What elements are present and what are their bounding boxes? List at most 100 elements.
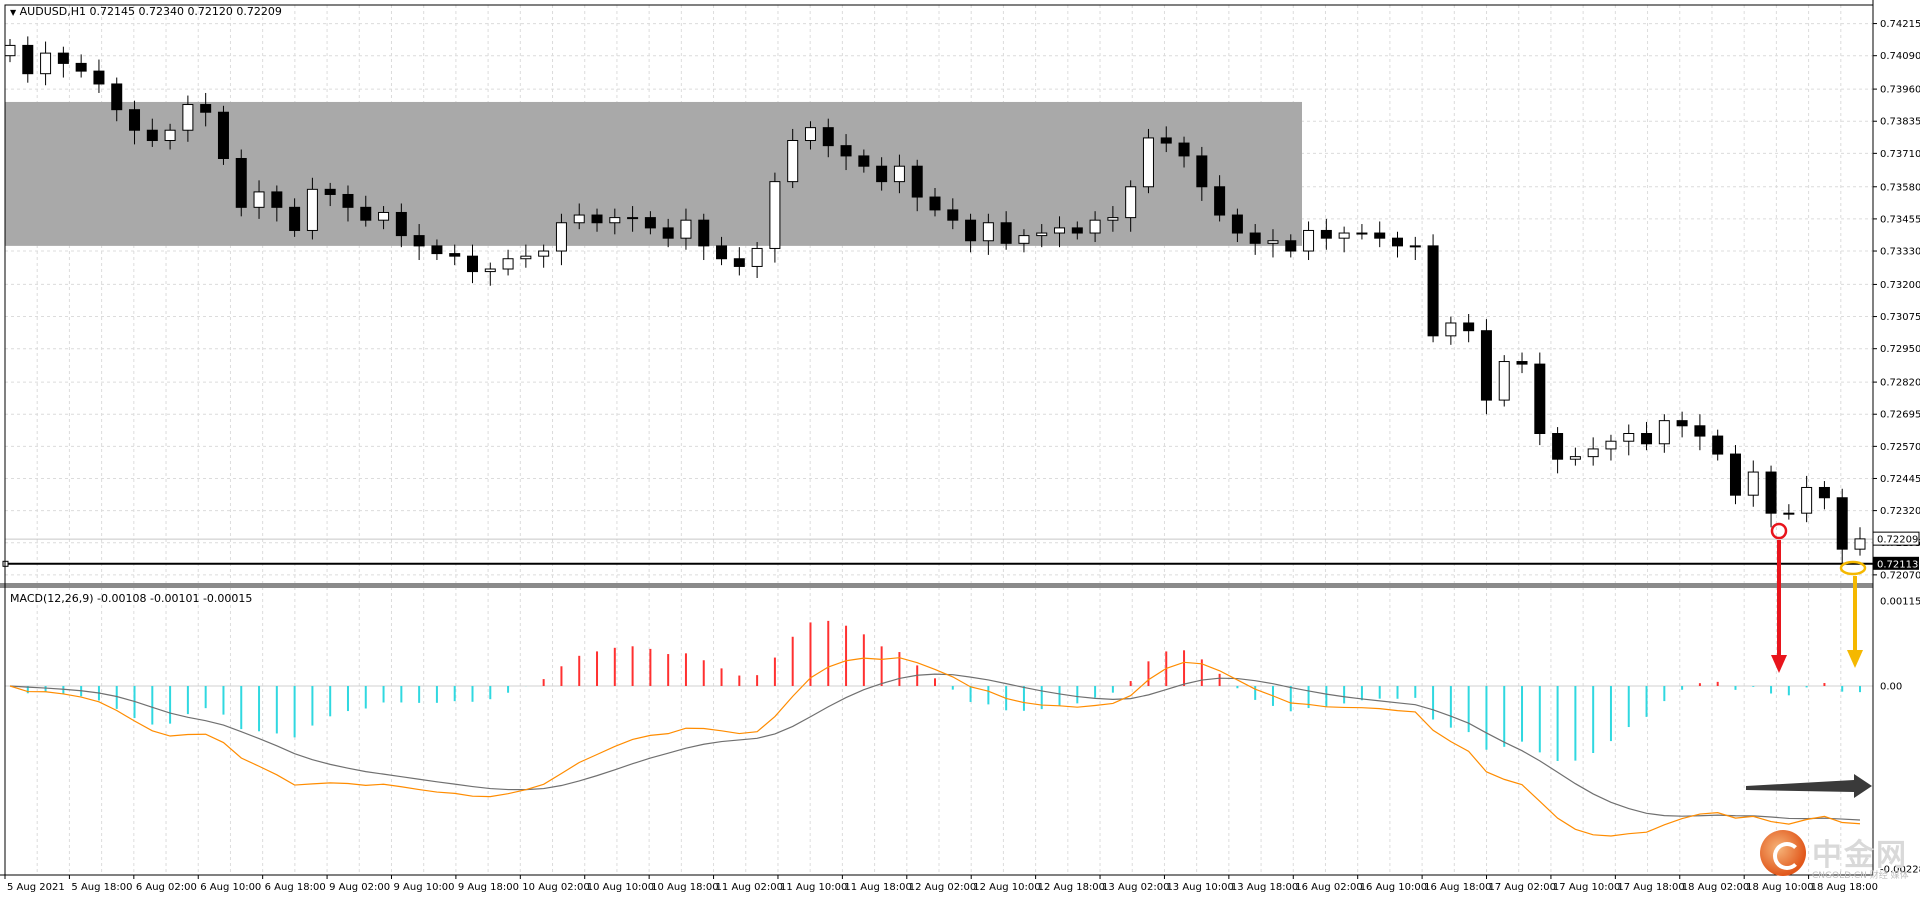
price-tick-label: 0.72070 xyxy=(1880,570,1920,581)
price-tick-label: 0.72820 xyxy=(1880,378,1920,389)
macd-histogram xyxy=(26,620,1861,761)
time-tick-label: 18 Aug 18:00 xyxy=(1811,882,1878,893)
time-tick-label: 12 Aug 18:00 xyxy=(1038,882,1105,893)
time-tick-label: 13 Aug 10:00 xyxy=(1166,882,1233,893)
candle xyxy=(1552,427,1564,474)
candle xyxy=(680,208,692,250)
time-tick-label: 9 Aug 10:00 xyxy=(393,882,454,893)
price-tick-label: 0.73960 xyxy=(1880,85,1920,96)
time-tick-label: 9 Aug 02:00 xyxy=(329,882,390,893)
time-tick-label: 17 Aug 18:00 xyxy=(1617,882,1684,893)
candle xyxy=(911,159,923,212)
candle xyxy=(1178,136,1190,168)
pane-separator[interactable] xyxy=(0,583,1873,588)
cngold-logo: 中金网 CNGOLD.CN 财经 媒体 xyxy=(1760,830,1910,890)
candle xyxy=(1427,234,1439,343)
candle xyxy=(609,208,621,235)
time-tick-label: 11 Aug 02:00 xyxy=(716,882,783,893)
candle xyxy=(1303,221,1315,261)
time-tick-label: 6 Aug 02:00 xyxy=(136,882,197,893)
candle xyxy=(1729,445,1741,505)
time-tick-label: 10 Aug 18:00 xyxy=(651,882,718,893)
macd-tick-label: 0.00 xyxy=(1880,682,1902,693)
candle xyxy=(1694,414,1706,451)
time-axis: 5 Aug 2021 5 Aug 18:00 6 Aug 02:00 6 Aug 10… xyxy=(4,875,1878,893)
candle xyxy=(822,118,834,158)
candle xyxy=(1641,421,1653,451)
candle xyxy=(769,172,781,263)
candle xyxy=(733,247,745,276)
candle xyxy=(1267,229,1279,258)
dark-arrow xyxy=(1746,774,1872,798)
symbol-title: ▼ AUDUSD,H1 0.72145 0.72340 0.72120 0.72… xyxy=(10,5,282,18)
candle xyxy=(1231,208,1243,243)
price-tick-label: 0.73330 xyxy=(1880,247,1920,258)
candle xyxy=(1071,221,1083,240)
time-tick-label: 10 Aug 10:00 xyxy=(587,882,654,893)
candle xyxy=(1000,211,1012,250)
candle xyxy=(965,213,977,253)
price-tick-label: 0.73580 xyxy=(1880,182,1920,193)
gold-ellipse-marker xyxy=(1839,560,1867,576)
candle xyxy=(378,206,390,230)
candle xyxy=(1747,460,1759,507)
symbol-info: AUDUSD,H1 0.72145 0.72340 0.72120 0.7220… xyxy=(19,5,282,18)
time-tick-label: 13 Aug 18:00 xyxy=(1231,882,1298,893)
candle xyxy=(591,208,603,232)
time-tick-label: 17 Aug 10:00 xyxy=(1553,882,1620,893)
candle xyxy=(1409,236,1421,261)
price-tick-label: 0.73835 xyxy=(1880,117,1920,128)
time-tick-label: 12 Aug 02:00 xyxy=(909,882,976,893)
candle xyxy=(22,36,34,83)
candle xyxy=(520,244,532,268)
candle xyxy=(1338,226,1350,253)
time-tick-label: 9 Aug 18:00 xyxy=(458,882,519,893)
red-circle-marker xyxy=(1770,522,1788,540)
candle xyxy=(111,77,123,122)
candle xyxy=(893,154,905,194)
candle xyxy=(413,224,425,261)
candle xyxy=(467,244,478,284)
candle xyxy=(1765,465,1777,528)
candle xyxy=(1036,224,1048,248)
time-tick-label: 5 Aug 2021 xyxy=(7,882,65,893)
candle xyxy=(1623,424,1635,456)
candle xyxy=(235,149,247,217)
candle xyxy=(1374,221,1386,248)
candles xyxy=(4,36,1866,564)
macd-title: MACD(12,26,9) -0.00108 -0.00101 -0.00015 xyxy=(10,592,253,605)
candle xyxy=(627,206,639,232)
time-tick-label: 12 Aug 10:00 xyxy=(973,882,1040,893)
candle xyxy=(1605,434,1617,461)
candle xyxy=(360,195,372,227)
time-tick-label: 5 Aug 18:00 xyxy=(71,882,132,893)
candle xyxy=(1480,319,1492,415)
price-tick-label: 0.73710 xyxy=(1880,149,1920,160)
time-tick-label: 16 Aug 02:00 xyxy=(1295,882,1362,893)
candle xyxy=(271,185,283,222)
time-tick-label: 10 Aug 02:00 xyxy=(522,882,589,893)
macd-tick-label: -0.00228 xyxy=(1880,865,1920,876)
candle xyxy=(858,149,870,173)
macd-signal-line xyxy=(9,673,1861,821)
candle xyxy=(929,188,941,217)
candle xyxy=(306,177,318,240)
candle xyxy=(1249,224,1261,255)
time-tick-label: 16 Aug 10:00 xyxy=(1360,882,1427,893)
candle xyxy=(538,244,550,268)
candle xyxy=(93,59,105,93)
candle xyxy=(1018,229,1030,253)
time-tick-label: 6 Aug 10:00 xyxy=(200,882,261,893)
time-tick-label: 11 Aug 10:00 xyxy=(780,882,847,893)
candle xyxy=(716,236,728,266)
candle xyxy=(1818,481,1830,510)
chart-frame xyxy=(4,4,1874,876)
time-tick-label: 18 Aug 02:00 xyxy=(1682,882,1749,893)
candle xyxy=(1801,475,1813,523)
price-tick-label: 0.73455 xyxy=(1880,214,1920,225)
candle xyxy=(395,203,407,248)
candle xyxy=(698,213,710,261)
candle xyxy=(1214,175,1226,222)
gold-arrow-head xyxy=(1847,650,1863,668)
